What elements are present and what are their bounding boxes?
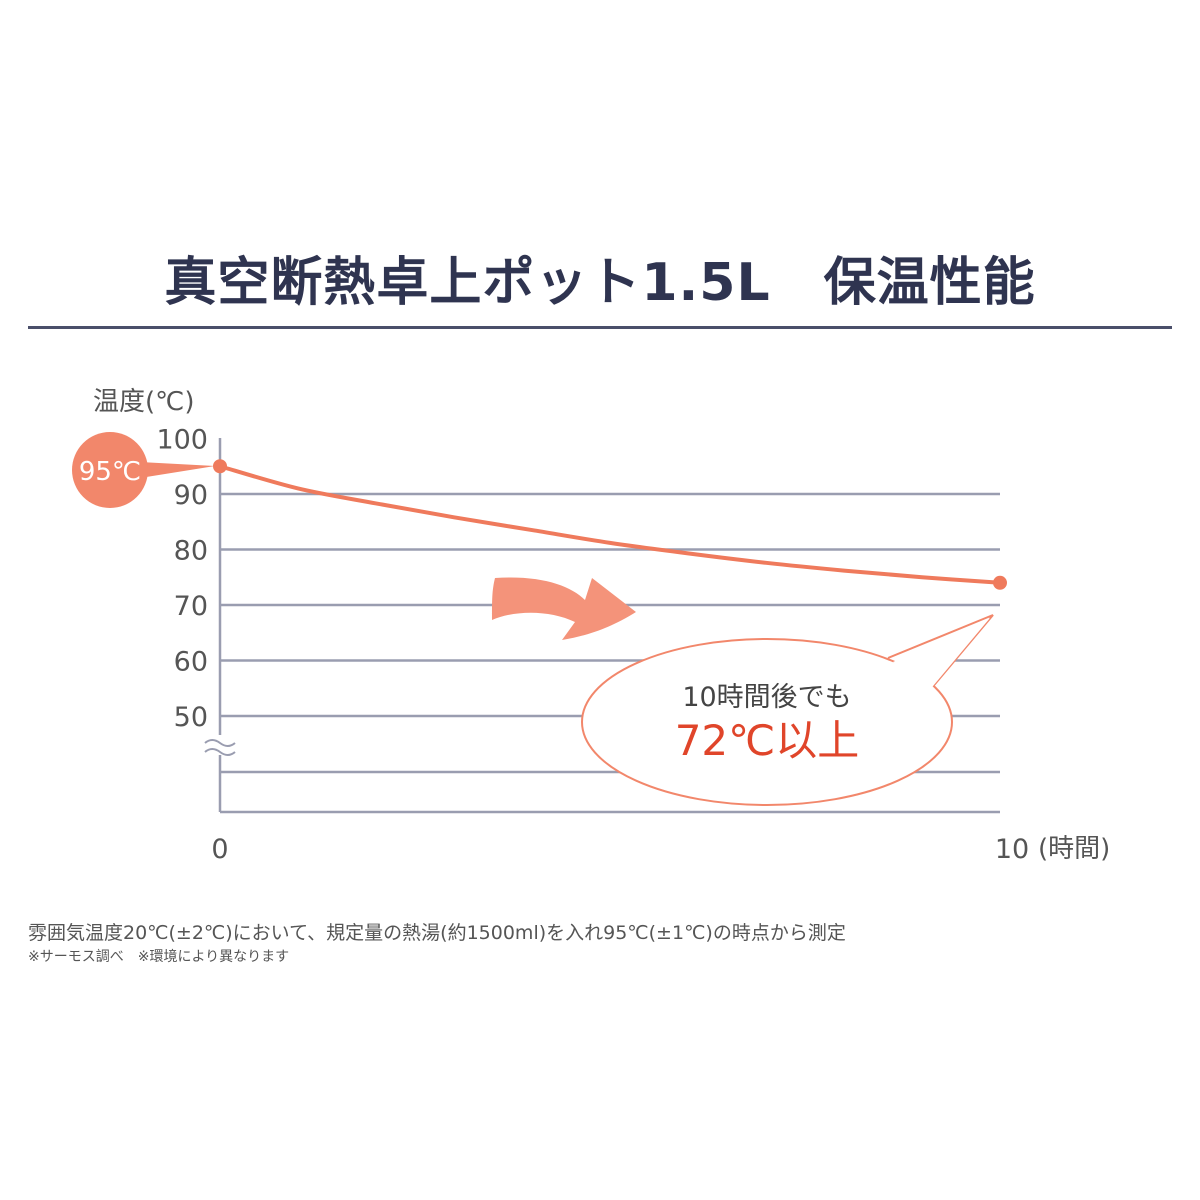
y-tick-60: 60	[174, 647, 208, 678]
callout-line1: 10時間後でも	[682, 682, 851, 713]
data-point-10	[993, 575, 1007, 590]
footnote-main: 雰囲気温度20℃(±2℃)において、規定量の熱湯(約1500ml)を入れ95℃(…	[28, 922, 846, 944]
y-tick-80: 80	[174, 536, 208, 567]
y-tick-50: 50	[174, 702, 208, 733]
series-line	[219, 464, 1001, 585]
axis-break-icon	[204, 735, 236, 756]
footnote-sub: ※サーモス調べ ※環境により異なります	[28, 949, 290, 965]
start-label-badge: 95℃	[72, 432, 215, 508]
start-label: 95℃	[79, 457, 141, 487]
title-divider	[28, 326, 1172, 329]
y-tick-70: 70	[174, 591, 208, 622]
x-axis-label: (時間)	[1038, 834, 1110, 864]
y-axis-label: 温度(℃)	[93, 387, 195, 417]
page-title: 真空断熱卓上ポット1.5L 保温性能	[164, 253, 1036, 313]
x-tick-0: 0	[211, 834, 228, 865]
y-tick-90: 90	[174, 480, 208, 511]
data-point-0	[213, 459, 227, 474]
arrow-icon	[492, 577, 636, 640]
callout-bubble: 10時間後でも 72℃以上	[581, 614, 994, 806]
x-tick-10: 10	[995, 834, 1029, 865]
callout-line2: 72℃以上	[675, 716, 860, 765]
y-tick-100: 100	[156, 425, 208, 456]
